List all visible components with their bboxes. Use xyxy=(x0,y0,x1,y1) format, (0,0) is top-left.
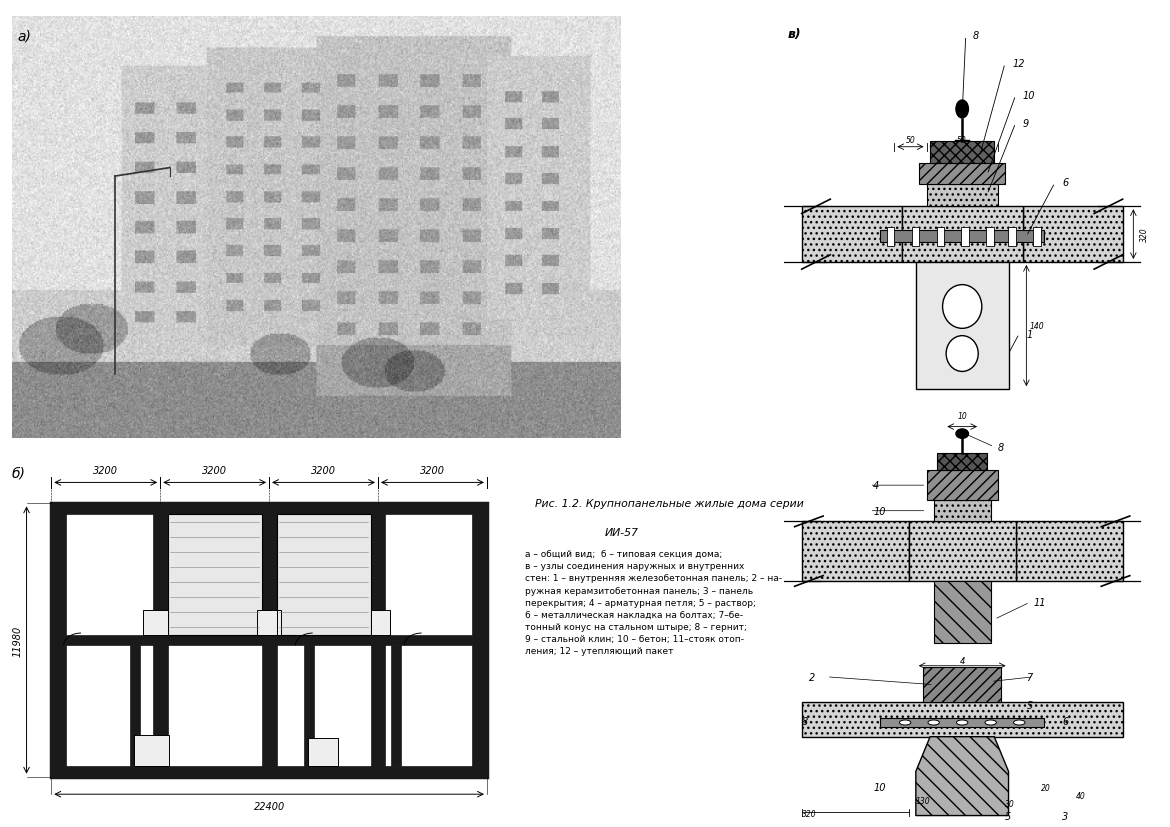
Text: 130: 130 xyxy=(916,796,930,805)
Bar xyxy=(916,263,1009,390)
Text: 3200: 3200 xyxy=(420,465,445,476)
Bar xyxy=(962,227,969,247)
Bar xyxy=(927,471,998,500)
Text: 6: 6 xyxy=(1062,716,1068,726)
Text: 50: 50 xyxy=(957,136,968,145)
Bar xyxy=(902,207,1023,263)
Bar xyxy=(304,646,315,767)
Bar xyxy=(472,504,487,777)
Text: 5: 5 xyxy=(1005,810,1011,820)
Bar xyxy=(153,504,167,777)
Bar xyxy=(920,164,1005,185)
Bar xyxy=(1023,207,1123,263)
Bar xyxy=(262,504,276,777)
Bar xyxy=(391,646,401,767)
Polygon shape xyxy=(916,737,1009,815)
Text: 30: 30 xyxy=(1005,799,1014,808)
Text: 1: 1 xyxy=(1026,329,1033,339)
Text: 22400: 22400 xyxy=(254,801,284,811)
Bar xyxy=(801,207,902,263)
Bar xyxy=(276,514,371,635)
Text: 10: 10 xyxy=(873,506,886,516)
Bar xyxy=(936,227,944,247)
Bar xyxy=(371,504,385,777)
Text: ИИ-57: ИИ-57 xyxy=(605,528,639,538)
Text: а): а) xyxy=(18,29,32,43)
Bar xyxy=(371,610,391,635)
Text: 12: 12 xyxy=(1012,60,1025,69)
Text: 8: 8 xyxy=(801,716,808,726)
Text: 3200: 3200 xyxy=(94,465,118,476)
Circle shape xyxy=(900,720,910,725)
Text: 11: 11 xyxy=(1033,598,1046,608)
Text: 11980: 11980 xyxy=(13,624,22,656)
Text: 3200: 3200 xyxy=(202,465,227,476)
Text: 3: 3 xyxy=(1062,810,1068,820)
Text: 320: 320 xyxy=(1141,227,1149,242)
Bar xyxy=(51,504,67,777)
Bar xyxy=(130,646,140,767)
Circle shape xyxy=(957,720,968,725)
Circle shape xyxy=(985,720,997,725)
Bar xyxy=(880,718,1044,728)
Text: 8: 8 xyxy=(973,31,979,41)
Text: 10: 10 xyxy=(873,782,886,792)
Bar xyxy=(937,454,987,471)
Bar xyxy=(1033,227,1040,247)
Text: 5: 5 xyxy=(1026,700,1033,710)
Text: 4: 4 xyxy=(873,480,880,490)
Bar xyxy=(309,739,338,767)
Text: 50: 50 xyxy=(906,136,915,145)
Text: 8: 8 xyxy=(998,442,1004,452)
Circle shape xyxy=(947,337,978,372)
Text: 6: 6 xyxy=(1062,179,1068,189)
Ellipse shape xyxy=(956,429,969,439)
Bar xyxy=(256,610,276,635)
Text: 140: 140 xyxy=(1030,322,1045,331)
Text: 20: 20 xyxy=(1040,783,1051,792)
Circle shape xyxy=(943,285,982,329)
Text: Рис. 1.2. Крупнопанельные жилые дома серии: Рис. 1.2. Крупнопанельные жилые дома сер… xyxy=(536,499,804,509)
Text: 9: 9 xyxy=(1023,119,1030,129)
Circle shape xyxy=(928,720,940,725)
Bar xyxy=(934,500,991,522)
Bar xyxy=(167,514,262,635)
Text: 4: 4 xyxy=(959,656,965,665)
Text: б): б) xyxy=(12,466,26,480)
Text: в): в) xyxy=(787,28,801,41)
Bar xyxy=(934,581,991,643)
Bar xyxy=(801,522,909,581)
Text: 7: 7 xyxy=(1026,672,1033,682)
Text: 3200: 3200 xyxy=(311,465,336,476)
Bar xyxy=(887,227,894,247)
Circle shape xyxy=(1013,720,1025,725)
Bar xyxy=(930,141,994,164)
Text: а – общий вид;  б – типовая секция дома;
в – узлы соединения наружных и внутренн: а – общий вид; б – типовая секция дома; … xyxy=(525,549,783,656)
Bar xyxy=(911,227,920,247)
Text: 10: 10 xyxy=(1023,91,1035,101)
Bar xyxy=(1007,227,1016,247)
Bar xyxy=(927,185,998,207)
Bar xyxy=(51,767,487,777)
Text: 320: 320 xyxy=(801,809,817,818)
Ellipse shape xyxy=(956,101,969,119)
Bar xyxy=(1016,522,1123,581)
Bar xyxy=(135,734,168,767)
Bar xyxy=(51,504,487,514)
Bar xyxy=(880,231,1044,243)
Text: 2: 2 xyxy=(808,672,815,682)
Text: 10: 10 xyxy=(957,412,968,421)
Bar xyxy=(801,702,1123,737)
Bar xyxy=(262,610,282,635)
Bar xyxy=(51,504,487,777)
Bar xyxy=(923,667,1002,702)
Bar xyxy=(909,522,1016,581)
Text: 40: 40 xyxy=(1076,791,1086,801)
Bar xyxy=(67,635,472,646)
Bar xyxy=(143,610,167,635)
Bar xyxy=(986,227,994,247)
